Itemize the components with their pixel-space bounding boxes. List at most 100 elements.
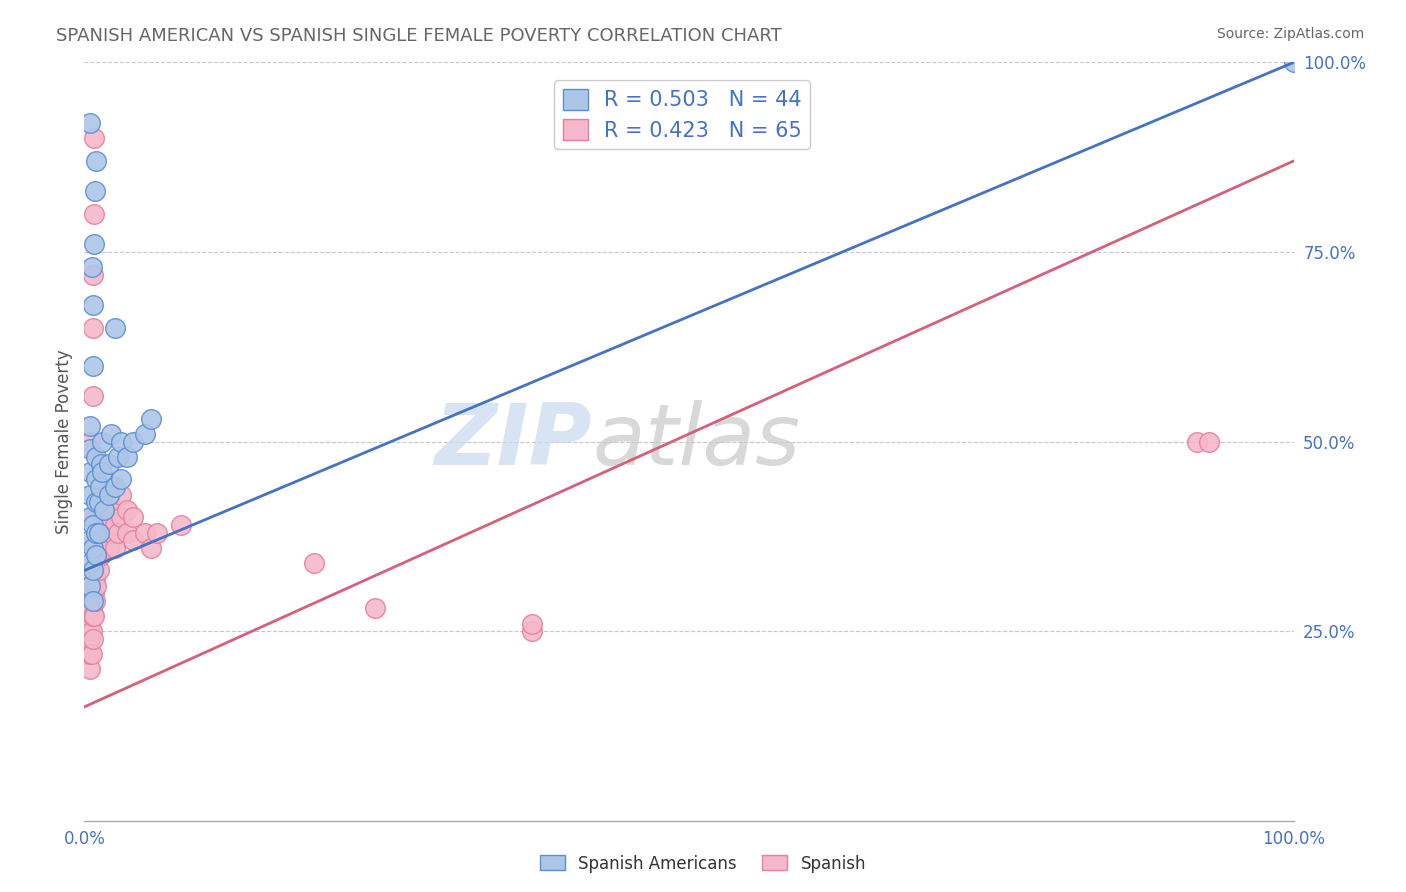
Point (84, 571, 107, 585)
Point (82, 594, 104, 608)
Point (121, 434, 143, 449)
Point (1198, 434, 1220, 449)
Point (93, 503, 115, 517)
Point (84, 594, 107, 608)
Point (79, 442, 101, 457)
Point (104, 541, 127, 555)
Point (86, 473, 108, 487)
Point (82, 564, 104, 578)
Text: Source: ZipAtlas.com: Source: ZipAtlas.com (1216, 27, 1364, 41)
Point (94, 525, 117, 540)
Point (134, 525, 156, 540)
Point (90, 525, 112, 540)
Point (79, 647, 101, 661)
Point (86, 533, 108, 548)
Point (82, 298, 104, 312)
Point (1185, 434, 1208, 449)
Point (86, 495, 108, 509)
Point (86, 525, 108, 540)
Point (82, 541, 104, 555)
Point (82, 359, 104, 373)
Point (170, 517, 193, 532)
Point (79, 601, 101, 615)
Point (80, 624, 103, 639)
Point (520, 624, 543, 639)
Point (97, 487, 120, 501)
Y-axis label: Single Female Poverty: Single Female Poverty (55, 350, 73, 533)
Point (83, 131, 105, 145)
Point (97, 458, 120, 472)
Point (90, 548, 112, 563)
Point (82, 632, 104, 646)
Point (110, 510, 132, 524)
Point (80, 260, 103, 275)
Point (82, 608, 104, 623)
Point (91, 533, 114, 548)
Point (139, 541, 162, 555)
Point (89, 480, 111, 494)
Point (104, 320, 127, 334)
Point (93, 510, 115, 524)
Point (91, 465, 114, 479)
Point (83, 237, 105, 252)
Point (91, 510, 114, 524)
Point (79, 434, 101, 449)
Text: ZIP: ZIP (434, 400, 592, 483)
Point (86, 153, 108, 168)
Point (84, 184, 107, 198)
Point (79, 487, 101, 501)
Point (91, 487, 114, 501)
Legend: Spanish Americans, Spanish: Spanish Americans, Spanish (533, 848, 873, 880)
Point (87, 525, 110, 540)
Point (83, 586, 105, 600)
Point (100, 525, 122, 540)
Point (121, 533, 143, 548)
Point (87, 564, 110, 578)
Point (146, 525, 169, 540)
Point (79, 632, 101, 646)
Point (79, 662, 101, 676)
Point (79, 579, 101, 593)
Point (110, 487, 132, 501)
Point (86, 510, 108, 524)
Point (82, 320, 104, 334)
Point (80, 647, 103, 661)
Point (115, 525, 138, 540)
Point (1282, 55, 1305, 70)
Point (97, 541, 120, 555)
Point (83, 608, 105, 623)
Text: atlas: atlas (592, 400, 800, 483)
Point (79, 556, 101, 570)
Point (79, 533, 101, 548)
Point (80, 601, 103, 615)
Point (83, 564, 105, 578)
Point (94, 503, 117, 517)
Point (87, 495, 110, 509)
Point (91, 434, 114, 449)
Point (87, 541, 110, 555)
Point (87, 517, 110, 532)
Point (79, 465, 101, 479)
Point (363, 601, 385, 615)
Point (110, 473, 132, 487)
Point (104, 480, 127, 494)
Point (86, 548, 108, 563)
Point (104, 517, 127, 532)
Text: SPANISH AMERICAN VS SPANISH SINGLE FEMALE POVERTY CORRELATION CHART: SPANISH AMERICAN VS SPANISH SINGLE FEMAL… (56, 27, 782, 45)
Point (87, 495, 110, 509)
Point (302, 556, 325, 570)
Point (83, 207, 105, 221)
Point (79, 419, 101, 434)
Point (82, 389, 104, 403)
Point (107, 450, 129, 464)
Point (97, 517, 120, 532)
Point (134, 427, 156, 442)
Point (86, 579, 108, 593)
Point (82, 517, 104, 532)
Point (82, 268, 104, 282)
Point (90, 458, 112, 472)
Point (110, 434, 132, 449)
Point (86, 556, 108, 570)
Point (520, 616, 543, 631)
Point (86, 450, 108, 464)
